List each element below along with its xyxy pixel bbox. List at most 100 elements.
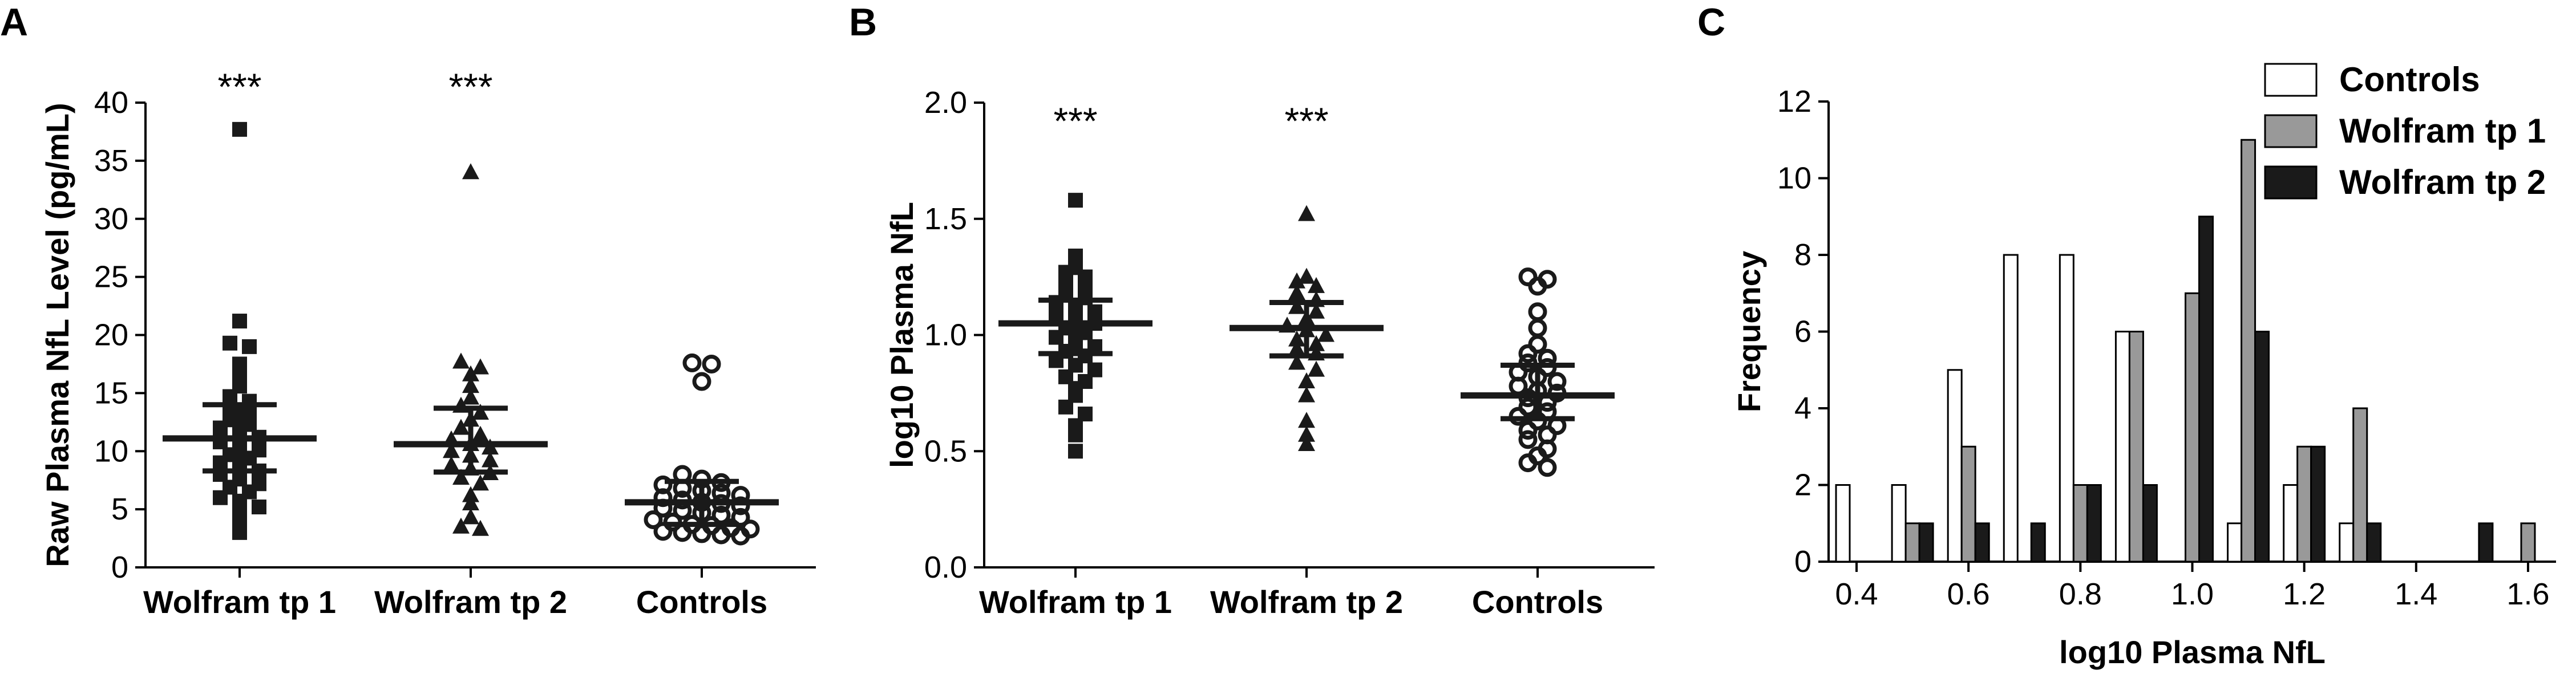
- data-point-circle: [1528, 302, 1547, 322]
- legend-label: Wolfram tp 2: [2339, 163, 2546, 201]
- panel-b-dot-plot: 0.0 0.5 1.0 1.5 2.0 log10 Plasma NfL Wolfram t…: [884, 86, 1655, 620]
- y-tick-label: 12: [1777, 84, 1811, 119]
- data-point-circle: [702, 354, 721, 373]
- y-tick-label: 1.0: [924, 318, 967, 352]
- y-tick-label: 30: [94, 202, 128, 236]
- data-point-triangle: [1298, 205, 1315, 221]
- data-point-triangle: [1317, 326, 1334, 342]
- data-point-triangle: [462, 486, 479, 502]
- data-point-circle: [1538, 458, 1557, 477]
- y-tick-label: 0: [1794, 545, 1811, 579]
- category-label: Wolfram tp 1: [979, 584, 1172, 620]
- panel-letter-a: A: [0, 1, 28, 44]
- histogram-bar: [2072, 484, 2088, 563]
- histogram-bar: [1835, 484, 1851, 563]
- histogram-bar: [2366, 522, 2382, 563]
- x-tick-label: 0.6: [1947, 577, 1990, 611]
- data-point-triangle: [443, 442, 460, 458]
- y-tick-label: 5: [111, 492, 128, 526]
- y-tick-label: 10: [94, 434, 128, 468]
- histogram-bar: [1974, 522, 1990, 563]
- y-tick-label: 0.5: [924, 434, 967, 468]
- legend-label: Wolfram tp 1: [2339, 112, 2546, 150]
- data-point-triangle: [452, 419, 470, 435]
- histogram-bar: [2310, 445, 2326, 563]
- data-point-circle: [731, 496, 750, 515]
- histogram-bar: [2114, 331, 2130, 563]
- data-point-triangle: [1308, 360, 1325, 377]
- data-point-circle: [682, 353, 702, 372]
- data-point-square: [232, 525, 247, 540]
- data-point-square: [213, 420, 228, 436]
- y-tick-label: 0: [111, 550, 128, 584]
- data-point-square: [232, 356, 247, 372]
- significance-label: ***: [1053, 100, 1097, 142]
- histogram-bar: [1947, 369, 1963, 563]
- data-point-circle: [711, 525, 731, 545]
- data-point-circle: [644, 510, 663, 529]
- data-point-triangle: [452, 517, 470, 534]
- data-point-square: [232, 493, 247, 509]
- histogram-bar: [2241, 139, 2256, 563]
- histogram-bar: [1891, 484, 1907, 563]
- histogram-bar: [2059, 254, 2074, 563]
- y-tick-label: 2: [1794, 468, 1811, 502]
- histogram-bar: [2339, 522, 2355, 563]
- data-point-circle: [653, 475, 673, 494]
- data-point-triangle: [472, 519, 489, 536]
- data-point-square: [1068, 427, 1083, 442]
- data-point-triangle: [462, 377, 479, 393]
- data-point-square: [232, 314, 247, 329]
- histogram-bar: [2128, 331, 2144, 563]
- data-point-triangle: [462, 508, 479, 525]
- data-point-triangle: [1288, 339, 1305, 356]
- significance-label: ***: [448, 66, 492, 108]
- data-point-triangle: [472, 425, 489, 442]
- data-point-triangle: [472, 474, 489, 491]
- y-tick-label: 2.0: [924, 86, 967, 120]
- data-point-triangle: [1298, 435, 1315, 452]
- x-tick-label: 1.4: [2395, 577, 2437, 611]
- data-point-triangle: [443, 456, 460, 472]
- x-tick-label: 1.0: [2171, 577, 2214, 611]
- y-tick-label: 0.0: [924, 550, 967, 584]
- histogram-bar: [1904, 522, 1920, 563]
- data-point-triangle: [1298, 412, 1315, 428]
- histogram-bar: [2352, 407, 2368, 563]
- category-label: Wolfram tp 1: [143, 584, 336, 620]
- data-point-circle: [1518, 421, 1538, 440]
- histogram-bar: [2086, 484, 2102, 563]
- y-tick-label: 25: [94, 260, 128, 294]
- y-tick-label: 20: [94, 318, 128, 352]
- significance-label: ***: [1284, 100, 1328, 142]
- histogram-bar: [2198, 216, 2214, 563]
- data-point-square: [252, 500, 266, 515]
- histogram-bar: [2142, 484, 2158, 563]
- data-point-square: [1068, 444, 1083, 459]
- data-point-circle: [653, 522, 673, 541]
- legend-label: Controls: [2339, 60, 2480, 99]
- histogram-bar: [2283, 484, 2299, 563]
- data-point-triangle: [462, 388, 479, 405]
- data-point-triangle: [1288, 284, 1305, 301]
- histogram-bar: [2254, 331, 2270, 563]
- histogram-bar: [2185, 292, 2200, 563]
- legend-swatch: [2264, 63, 2318, 97]
- y-axis-title: Frequency: [1731, 251, 1767, 412]
- panel-c-histogram: 0 2 4 6 8 10 12 0.4 0.6 0.8 1.0 1.2 1.4 1.6 log10 Plas…: [1731, 60, 2556, 670]
- histogram-bar: [2478, 522, 2494, 563]
- y-tick-label: 10: [1777, 161, 1811, 196]
- y-tick-label: 4: [1794, 391, 1811, 425]
- data-point-circle: [1518, 430, 1538, 449]
- data-point-square: [232, 121, 247, 137]
- category-label: Controls: [1472, 584, 1603, 620]
- histogram-bar: [2003, 254, 2019, 563]
- y-tick-label: 35: [94, 144, 128, 178]
- histogram-bar: [2030, 522, 2046, 563]
- data-point-circle: [1528, 277, 1547, 296]
- data-point-triangle: [462, 163, 479, 180]
- data-point-circle: [1518, 344, 1538, 363]
- category-label: Controls: [636, 584, 767, 620]
- data-point-square: [1049, 330, 1063, 345]
- data-point-triangle: [1288, 354, 1305, 370]
